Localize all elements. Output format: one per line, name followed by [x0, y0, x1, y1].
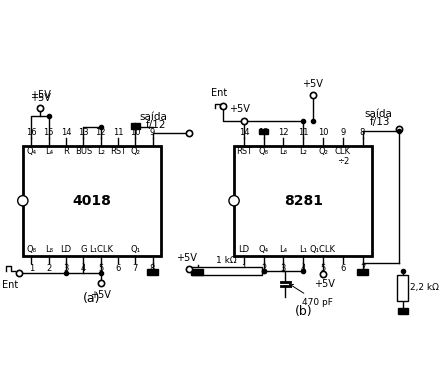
Text: 6: 6	[115, 264, 121, 273]
Text: 12: 12	[95, 128, 106, 137]
Text: 3: 3	[63, 264, 69, 273]
Text: 10: 10	[318, 128, 328, 137]
Text: 4018: 4018	[73, 194, 111, 208]
Text: 3: 3	[281, 264, 286, 273]
Text: 13: 13	[258, 128, 269, 137]
Text: 9: 9	[340, 128, 345, 137]
Text: ÷2: ÷2	[337, 157, 349, 166]
Bar	[357, 269, 368, 274]
Text: L₄: L₄	[279, 245, 287, 254]
Text: Q₄: Q₄	[259, 245, 269, 254]
Text: 1 kΩ: 1 kΩ	[216, 256, 237, 265]
Text: RST: RST	[110, 147, 126, 157]
Text: L₈: L₈	[45, 245, 53, 254]
Text: 470 pF: 470 pF	[290, 284, 333, 306]
Text: Q₈: Q₈	[26, 245, 37, 254]
Text: 2: 2	[261, 264, 266, 273]
Text: 10: 10	[130, 128, 140, 137]
Text: LD: LD	[60, 245, 72, 254]
Bar	[234, 146, 372, 256]
Text: Q₂: Q₂	[130, 147, 140, 157]
Bar	[398, 308, 408, 314]
Text: 4: 4	[301, 264, 306, 273]
Bar	[147, 269, 158, 274]
Text: +5V: +5V	[176, 253, 197, 264]
Text: 5: 5	[98, 264, 103, 273]
Text: 8: 8	[150, 264, 155, 273]
Text: L₂: L₂	[97, 147, 105, 157]
Text: 12: 12	[278, 128, 289, 137]
Text: 2,2 kΩ: 2,2 kΩ	[410, 283, 439, 292]
Text: Ent: Ent	[211, 88, 227, 98]
Text: saída: saída	[364, 109, 392, 119]
Text: 14: 14	[61, 128, 71, 137]
Bar	[192, 269, 203, 274]
Text: LD: LD	[238, 245, 249, 254]
Circle shape	[18, 195, 28, 206]
Text: BUS: BUS	[75, 147, 92, 157]
Text: RST: RST	[236, 147, 252, 157]
Text: 7: 7	[360, 264, 365, 273]
Text: CLK: CLK	[335, 147, 351, 157]
Text: R: R	[63, 147, 69, 157]
Text: 2: 2	[46, 264, 51, 273]
Text: +5V: +5V	[90, 290, 111, 299]
Text: 9: 9	[150, 128, 155, 137]
Text: f/13: f/13	[370, 117, 390, 127]
Text: 15: 15	[44, 128, 54, 137]
Text: Ent: Ent	[2, 280, 18, 290]
Text: L₁: L₁	[299, 245, 307, 254]
Text: +5V: +5V	[29, 90, 51, 100]
Circle shape	[229, 195, 239, 206]
Text: f/12: f/12	[145, 120, 166, 130]
Text: 11: 11	[298, 128, 308, 137]
Text: Q₈: Q₈	[259, 147, 269, 157]
Text: 7: 7	[132, 264, 138, 273]
Text: +5V: +5V	[29, 93, 51, 102]
Text: 14: 14	[238, 128, 249, 137]
Bar	[131, 123, 140, 129]
Text: 5: 5	[320, 264, 326, 273]
Text: G: G	[80, 245, 87, 254]
Text: Q₄: Q₄	[26, 147, 37, 157]
Bar	[397, 274, 408, 301]
Text: (a): (a)	[83, 292, 101, 305]
Text: L₄: L₄	[45, 147, 53, 157]
Text: Q₂: Q₂	[318, 147, 328, 157]
Text: L₂: L₂	[299, 147, 307, 157]
Bar	[191, 267, 262, 274]
Text: 8281: 8281	[284, 194, 323, 208]
Text: 1: 1	[29, 264, 34, 273]
Text: 11: 11	[113, 128, 123, 137]
Bar	[259, 129, 268, 134]
Text: 8: 8	[360, 128, 365, 137]
Text: L₁CLK: L₁CLK	[88, 245, 113, 254]
Text: 6: 6	[340, 264, 345, 273]
Text: 13: 13	[78, 128, 88, 137]
Text: saída: saída	[140, 112, 168, 122]
Text: 4: 4	[81, 264, 86, 273]
Text: +5V: +5V	[315, 279, 335, 289]
Text: 16: 16	[26, 128, 37, 137]
Text: L₈: L₈	[279, 147, 287, 157]
Text: +5V: +5V	[302, 79, 323, 89]
Text: 1: 1	[241, 264, 246, 273]
Text: (b): (b)	[294, 306, 312, 318]
Text: Q₁CLK: Q₁CLK	[310, 245, 336, 254]
Text: Q₁: Q₁	[130, 245, 140, 254]
Text: +5V: +5V	[229, 104, 250, 114]
Bar	[23, 146, 161, 256]
